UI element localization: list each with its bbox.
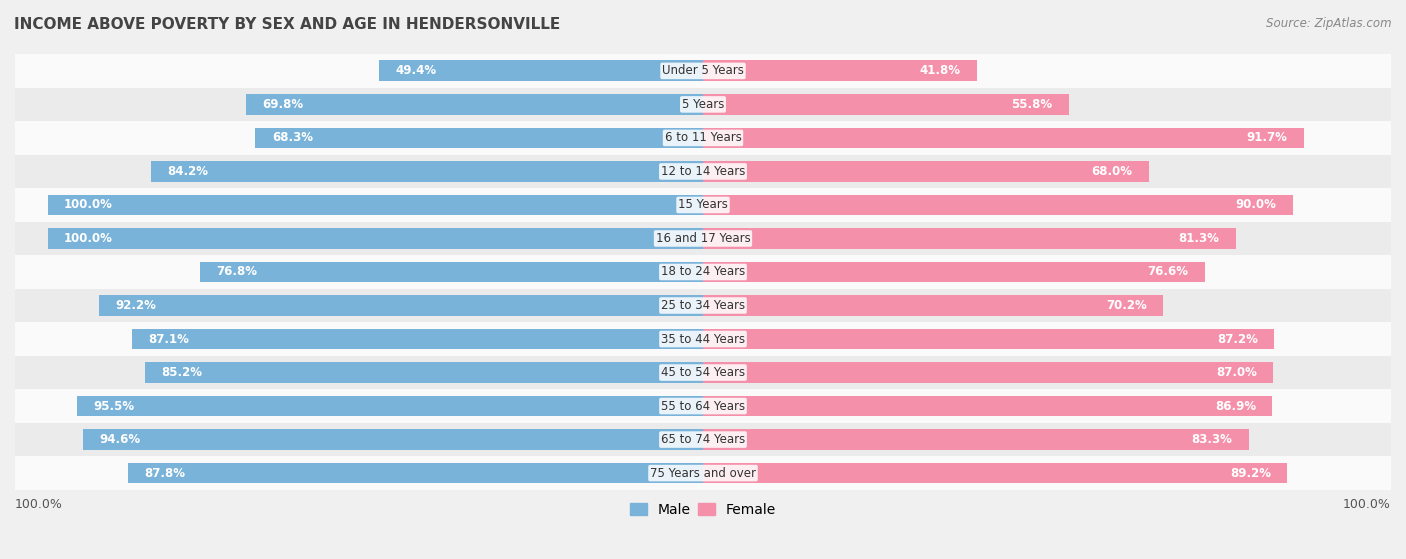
Text: 84.2%: 84.2% xyxy=(167,165,208,178)
Text: 25 to 34 Years: 25 to 34 Years xyxy=(661,299,745,312)
Text: 49.4%: 49.4% xyxy=(395,64,437,77)
Text: 68.0%: 68.0% xyxy=(1091,165,1132,178)
Bar xyxy=(98,295,703,316)
Text: Under 5 Years: Under 5 Years xyxy=(662,64,744,77)
Text: 35 to 44 Years: 35 to 44 Years xyxy=(661,333,745,345)
Bar xyxy=(15,423,1391,456)
Bar xyxy=(703,60,977,81)
Bar xyxy=(15,255,1391,289)
Bar xyxy=(703,362,1272,383)
Text: 12 to 14 Years: 12 to 14 Years xyxy=(661,165,745,178)
Text: 85.2%: 85.2% xyxy=(162,366,202,379)
Text: 69.8%: 69.8% xyxy=(262,98,304,111)
Bar xyxy=(15,322,1391,356)
Text: 55.8%: 55.8% xyxy=(1011,98,1052,111)
Text: 92.2%: 92.2% xyxy=(115,299,156,312)
Bar xyxy=(703,127,1303,148)
Text: Source: ZipAtlas.com: Source: ZipAtlas.com xyxy=(1267,17,1392,30)
Bar xyxy=(703,94,1069,115)
Text: 65 to 74 Years: 65 to 74 Years xyxy=(661,433,745,446)
Bar xyxy=(703,396,1272,416)
Legend: Male, Female: Male, Female xyxy=(624,497,782,522)
Bar xyxy=(77,396,703,416)
Bar xyxy=(703,195,1292,215)
Bar xyxy=(703,463,1288,484)
Bar xyxy=(15,222,1391,255)
Bar xyxy=(48,195,703,215)
Text: 15 Years: 15 Years xyxy=(678,198,728,211)
Text: 94.6%: 94.6% xyxy=(100,433,141,446)
Text: 81.3%: 81.3% xyxy=(1178,232,1219,245)
Text: 87.2%: 87.2% xyxy=(1218,333,1258,345)
Text: 87.8%: 87.8% xyxy=(143,467,186,480)
Text: 95.5%: 95.5% xyxy=(94,400,135,413)
Text: 89.2%: 89.2% xyxy=(1230,467,1271,480)
Text: 16 and 17 Years: 16 and 17 Years xyxy=(655,232,751,245)
Text: 91.7%: 91.7% xyxy=(1247,131,1288,144)
Text: 76.8%: 76.8% xyxy=(217,266,257,278)
Text: INCOME ABOVE POVERTY BY SEX AND AGE IN HENDERSONVILLE: INCOME ABOVE POVERTY BY SEX AND AGE IN H… xyxy=(14,17,561,32)
Bar xyxy=(152,161,703,182)
Text: 100.0%: 100.0% xyxy=(15,498,63,511)
Text: 75 Years and over: 75 Years and over xyxy=(650,467,756,480)
Text: 41.8%: 41.8% xyxy=(920,64,960,77)
Bar xyxy=(15,356,1391,389)
Bar xyxy=(703,262,1205,282)
Bar xyxy=(703,295,1163,316)
Bar xyxy=(380,60,703,81)
Text: 45 to 54 Years: 45 to 54 Years xyxy=(661,366,745,379)
Bar xyxy=(200,262,703,282)
Text: 70.2%: 70.2% xyxy=(1107,299,1147,312)
Text: 18 to 24 Years: 18 to 24 Years xyxy=(661,266,745,278)
Text: 100.0%: 100.0% xyxy=(65,198,112,211)
Bar xyxy=(48,228,703,249)
Bar xyxy=(132,329,703,349)
Bar xyxy=(15,389,1391,423)
Bar xyxy=(145,362,703,383)
Bar xyxy=(15,54,1391,88)
Text: 68.3%: 68.3% xyxy=(271,131,314,144)
Text: 87.0%: 87.0% xyxy=(1216,366,1257,379)
Text: 100.0%: 100.0% xyxy=(1343,498,1391,511)
Bar xyxy=(703,329,1274,349)
Bar xyxy=(15,188,1391,222)
Bar xyxy=(703,429,1249,450)
Text: 86.9%: 86.9% xyxy=(1215,400,1256,413)
Bar xyxy=(128,463,703,484)
Text: 87.1%: 87.1% xyxy=(149,333,190,345)
Text: 55 to 64 Years: 55 to 64 Years xyxy=(661,400,745,413)
Bar xyxy=(15,121,1391,155)
Bar xyxy=(256,127,703,148)
Bar xyxy=(703,161,1149,182)
Text: 83.3%: 83.3% xyxy=(1191,433,1233,446)
Bar xyxy=(15,155,1391,188)
Bar xyxy=(703,228,1236,249)
Bar xyxy=(15,289,1391,322)
Text: 90.0%: 90.0% xyxy=(1236,198,1277,211)
Bar xyxy=(15,88,1391,121)
Text: 5 Years: 5 Years xyxy=(682,98,724,111)
Text: 6 to 11 Years: 6 to 11 Years xyxy=(665,131,741,144)
Bar xyxy=(83,429,703,450)
Bar xyxy=(15,456,1391,490)
Bar xyxy=(246,94,703,115)
Text: 100.0%: 100.0% xyxy=(65,232,112,245)
Text: 76.6%: 76.6% xyxy=(1147,266,1188,278)
